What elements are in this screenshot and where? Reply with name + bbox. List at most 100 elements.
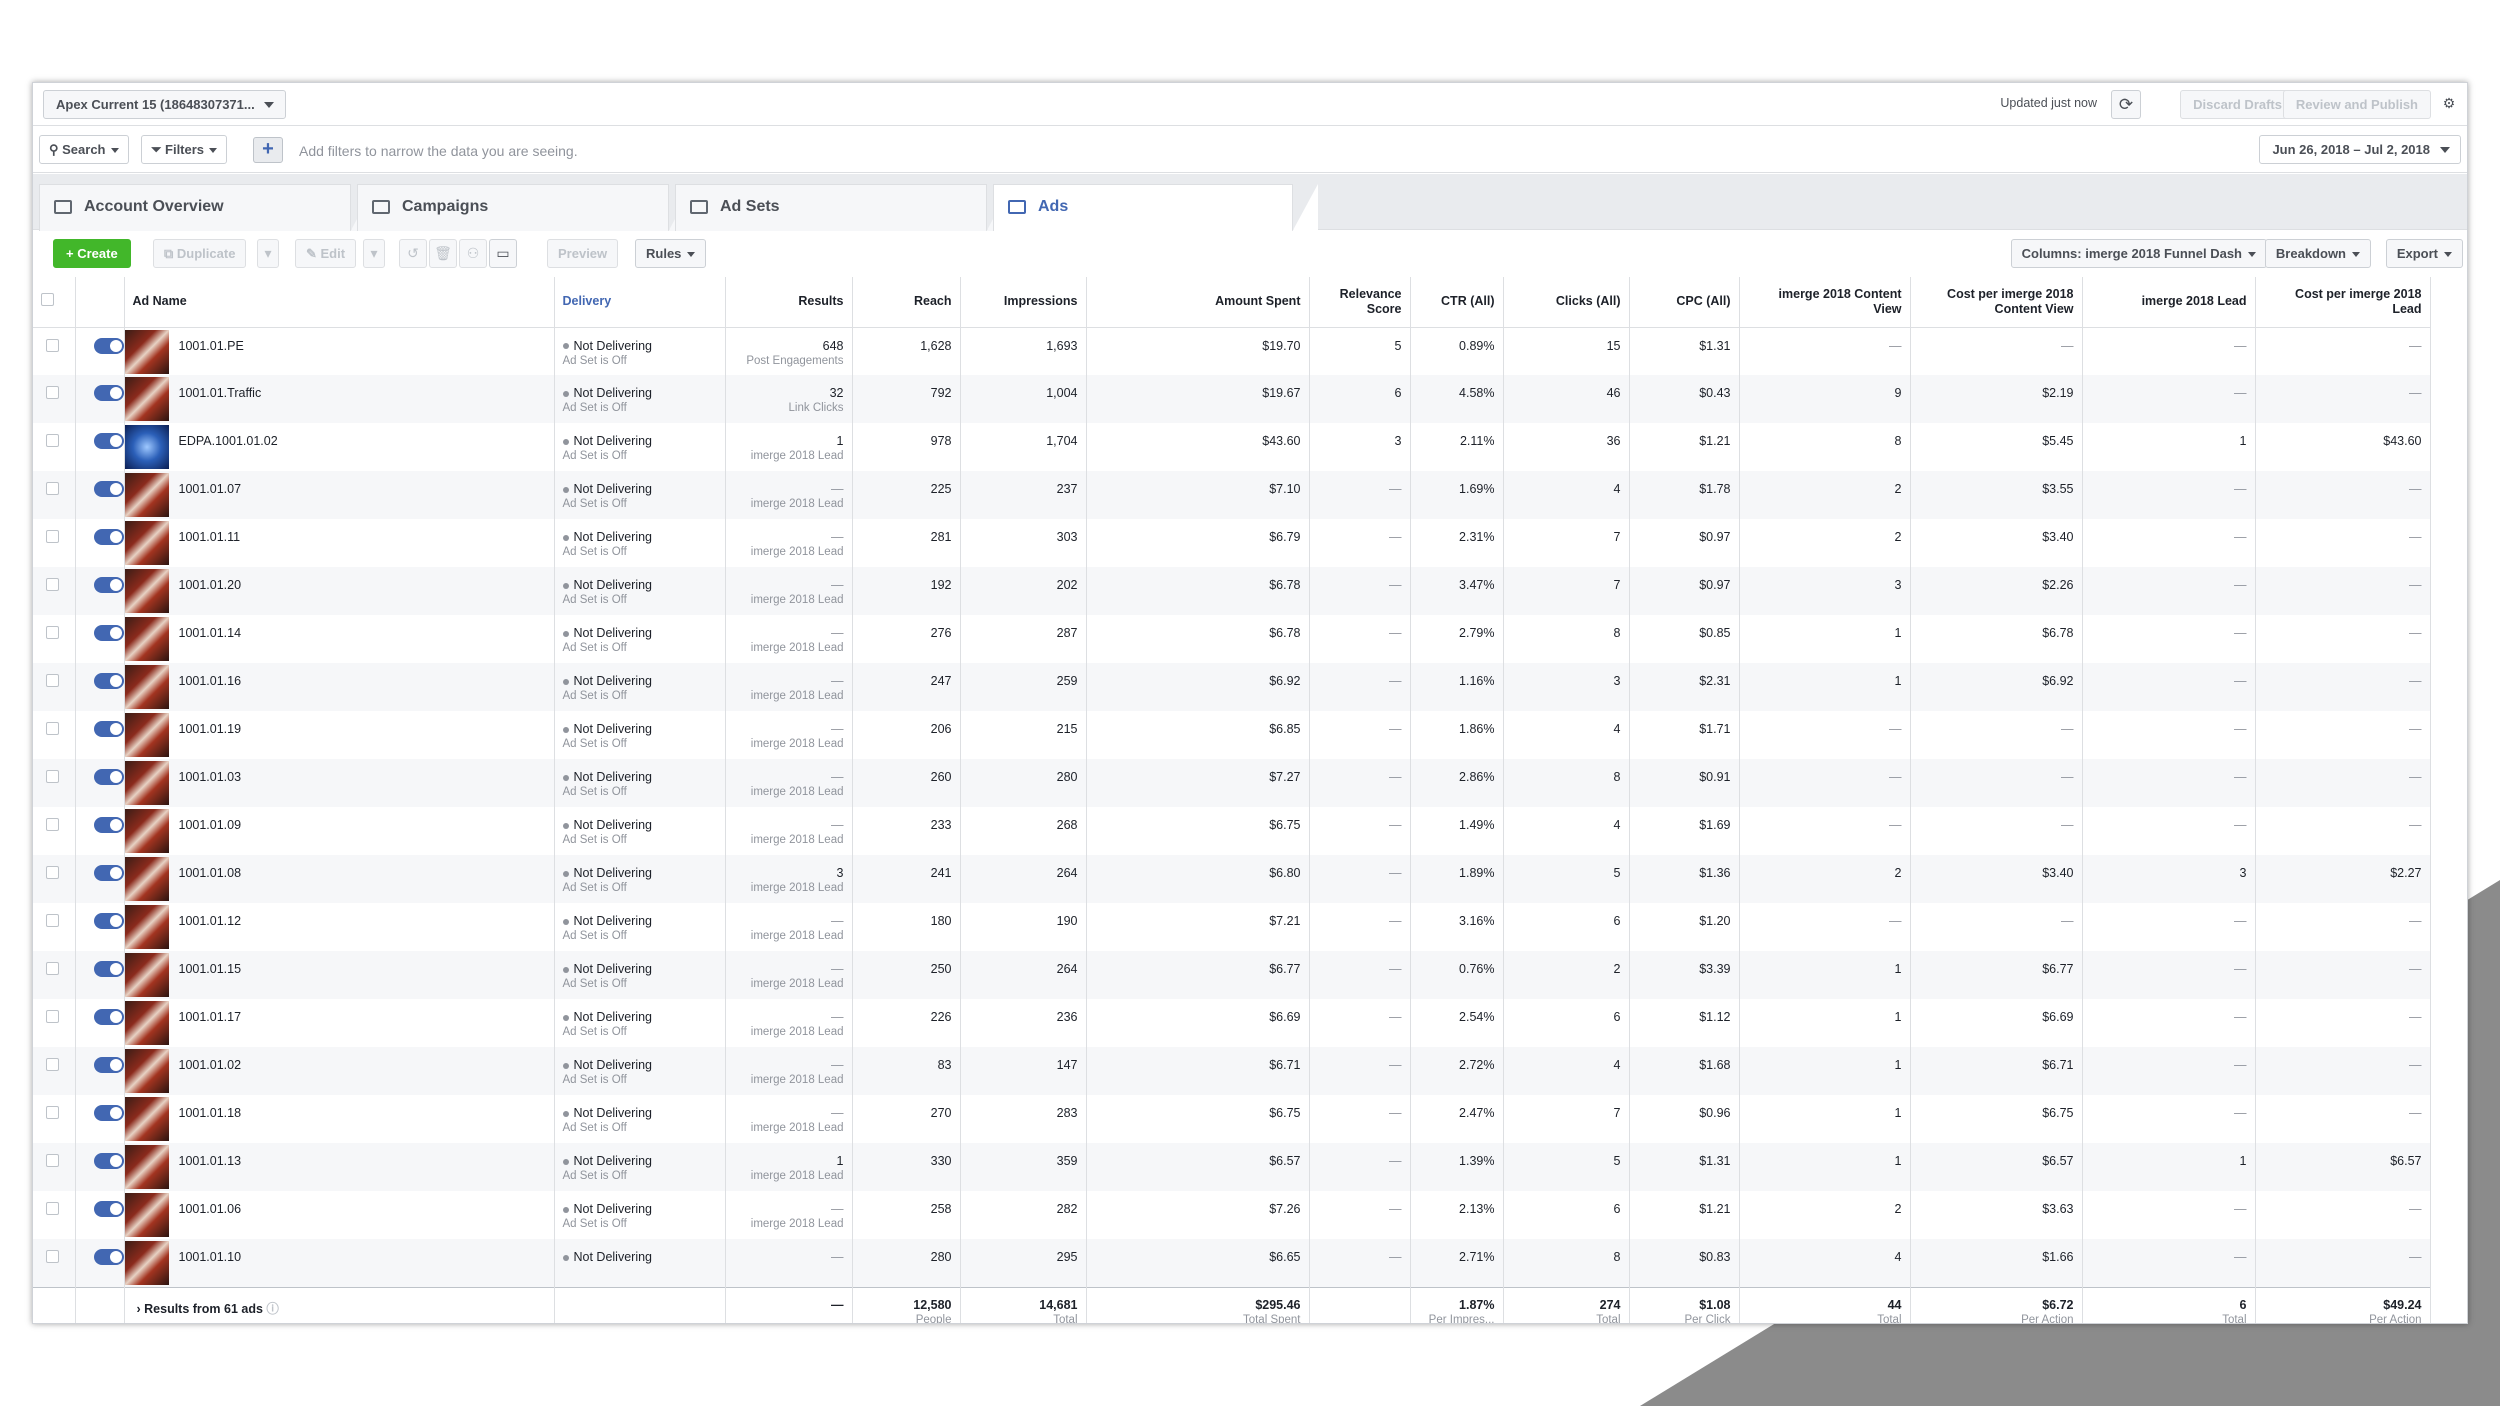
ad-name-cell[interactable]: 1001.01.10 xyxy=(124,1239,555,1287)
row-toggle-cell[interactable] xyxy=(75,711,125,759)
table-row[interactable]: 1001.01.Traffic Not Delivering Ad Set is O… xyxy=(33,375,2431,423)
row-toggle-cell[interactable] xyxy=(75,1191,125,1239)
col-results[interactable]: Results xyxy=(725,277,853,328)
ad-name-cell[interactable]: 1001.01.02 xyxy=(124,1047,555,1095)
row-checkbox-cell[interactable] xyxy=(33,999,76,1047)
row-toggle-cell[interactable] xyxy=(75,663,125,711)
add-filter-button[interactable]: + xyxy=(253,137,283,163)
checkbox[interactable] xyxy=(46,386,59,399)
on-off-toggle[interactable] xyxy=(93,1009,123,1025)
col-cost-lead[interactable]: Cost per imerge 2018 Lead xyxy=(2255,277,2431,328)
row-toggle-cell[interactable] xyxy=(75,855,125,903)
checkbox[interactable] xyxy=(46,962,59,975)
ad-name-cell[interactable]: 1001.01.13 xyxy=(124,1143,555,1191)
col-clicks[interactable]: Clicks (All) xyxy=(1503,277,1630,328)
row-checkbox-cell[interactable] xyxy=(33,807,76,855)
on-off-toggle[interactable] xyxy=(93,673,123,689)
ad-name-cell[interactable]: 1001.01.03 xyxy=(124,759,555,807)
table-row[interactable]: 1001.01.14 Not Delivering Ad Set is Off — im… xyxy=(33,615,2431,663)
comment-button[interactable]: ▭ xyxy=(489,239,517,268)
ad-name-cell[interactable]: 1001.01.16 xyxy=(124,663,555,711)
refresh-button[interactable]: ⟳ xyxy=(2111,90,2141,119)
checkbox[interactable] xyxy=(46,1010,59,1023)
ad-name-cell[interactable]: 1001.01.18 xyxy=(124,1095,555,1143)
table-row[interactable]: 1001.01.10 Not Delivering — 280 295 $6.65 — 2.7… xyxy=(33,1239,2431,1287)
on-off-toggle[interactable] xyxy=(93,1249,123,1265)
checkbox[interactable] xyxy=(46,1106,59,1119)
row-checkbox-cell[interactable] xyxy=(33,1143,76,1191)
row-checkbox-cell[interactable] xyxy=(33,1239,76,1287)
row-checkbox-cell[interactable] xyxy=(33,855,76,903)
export-button[interactable]: Export xyxy=(2385,239,2463,268)
on-off-toggle[interactable] xyxy=(93,817,123,833)
row-toggle-cell[interactable] xyxy=(75,615,125,663)
col-reach[interactable]: Reach xyxy=(852,277,961,328)
checkbox[interactable] xyxy=(46,722,59,735)
duplicate-dropdown[interactable]: ▾ xyxy=(257,239,279,268)
row-checkbox-cell[interactable] xyxy=(33,1095,76,1143)
ad-name-cell[interactable]: 1001.01.14 xyxy=(124,615,555,663)
table-row[interactable]: 1001.01.08 Not Delivering Ad Set is Off 3 im… xyxy=(33,855,2431,903)
checkbox[interactable] xyxy=(46,578,59,591)
row-toggle-cell[interactable] xyxy=(75,759,125,807)
col-lead[interactable]: imerge 2018 Lead xyxy=(2082,277,2256,328)
checkbox[interactable] xyxy=(46,530,59,543)
filter-hint[interactable]: Add filters to narrow the data you are s… xyxy=(299,143,578,159)
ad-name-cell[interactable]: 1001.01.09 xyxy=(124,807,555,855)
on-off-toggle[interactable] xyxy=(93,865,123,881)
checkbox[interactable] xyxy=(46,1058,59,1071)
on-off-toggle[interactable] xyxy=(93,385,123,401)
ad-name-cell[interactable]: 1001.01.PE xyxy=(124,327,555,375)
row-toggle-cell[interactable] xyxy=(75,951,125,999)
edit-dropdown[interactable]: ▾ xyxy=(363,239,385,268)
create-button[interactable]: + Create xyxy=(53,239,131,268)
row-toggle-cell[interactable] xyxy=(75,519,125,567)
checkbox[interactable] xyxy=(46,1250,59,1263)
columns-button[interactable]: Columns: imerge 2018 Funnel Dash xyxy=(2010,239,2267,268)
tab-ads[interactable]: Ads xyxy=(993,184,1318,232)
edit-button[interactable]: ✎ Edit xyxy=(295,239,357,268)
breakdown-button[interactable]: Breakdown xyxy=(2264,239,2371,268)
ad-name-cell[interactable]: 1001.01.17 xyxy=(124,999,555,1047)
row-checkbox-cell[interactable] xyxy=(33,375,76,423)
row-checkbox-cell[interactable] xyxy=(33,711,76,759)
preview-button[interactable]: Preview xyxy=(547,239,619,268)
on-off-toggle[interactable] xyxy=(93,529,123,545)
checkbox[interactable] xyxy=(46,626,59,639)
ad-name-cell[interactable]: 1001.01.07 xyxy=(124,471,555,519)
on-off-toggle[interactable] xyxy=(93,961,123,977)
row-toggle-cell[interactable] xyxy=(75,999,125,1047)
col-content-view[interactable]: imerge 2018 Content View xyxy=(1739,277,1911,328)
row-checkbox-cell[interactable] xyxy=(33,471,76,519)
row-toggle-cell[interactable] xyxy=(75,567,125,615)
col-cost-content-view[interactable]: Cost per imerge 2018 Content View xyxy=(1910,277,2083,328)
table-row[interactable]: EDPA.1001.01.02 Not Delivering Ad Set is O… xyxy=(33,423,2431,471)
filters-button[interactable]: ⏷ Filters xyxy=(141,135,228,164)
row-checkbox-cell[interactable] xyxy=(33,663,76,711)
checkbox[interactable] xyxy=(46,914,59,927)
search-button[interactable]: ⚲ Search xyxy=(39,135,129,164)
row-toggle-cell[interactable] xyxy=(75,1143,125,1191)
checkbox[interactable] xyxy=(46,818,59,831)
ad-name-cell[interactable]: 1001.01.20 xyxy=(124,567,555,615)
table-row[interactable]: 1001.01.03 Not Delivering Ad Set is Off — im… xyxy=(33,759,2431,807)
row-toggle-cell[interactable] xyxy=(75,375,125,423)
checkbox[interactable] xyxy=(46,1154,59,1167)
ad-name-cell[interactable]: 1001.01.12 xyxy=(124,903,555,951)
on-off-toggle[interactable] xyxy=(93,913,123,929)
row-toggle-cell[interactable] xyxy=(75,327,125,375)
table-row[interactable]: 1001.01.18 Not Delivering Ad Set is Off — im… xyxy=(33,1095,2431,1143)
ad-name-cell[interactable]: EDPA.1001.01.02 xyxy=(124,423,555,471)
on-off-toggle[interactable] xyxy=(93,1105,123,1121)
checkbox[interactable] xyxy=(46,338,59,352)
rules-button[interactable]: Rules xyxy=(635,239,707,268)
ad-name-cell[interactable]: 1001.01.15 xyxy=(124,951,555,999)
on-off-toggle[interactable] xyxy=(93,577,123,593)
tab-ad-sets[interactable]: Ad Sets xyxy=(675,184,1012,232)
on-off-toggle[interactable] xyxy=(93,1057,123,1073)
discard-drafts-button[interactable]: Discard Drafts xyxy=(2180,90,2295,119)
row-checkbox-cell[interactable] xyxy=(33,423,76,471)
ad-name-cell[interactable]: 1001.01.06 xyxy=(124,1191,555,1239)
row-checkbox-cell[interactable] xyxy=(33,327,76,375)
checkbox[interactable] xyxy=(46,674,59,687)
